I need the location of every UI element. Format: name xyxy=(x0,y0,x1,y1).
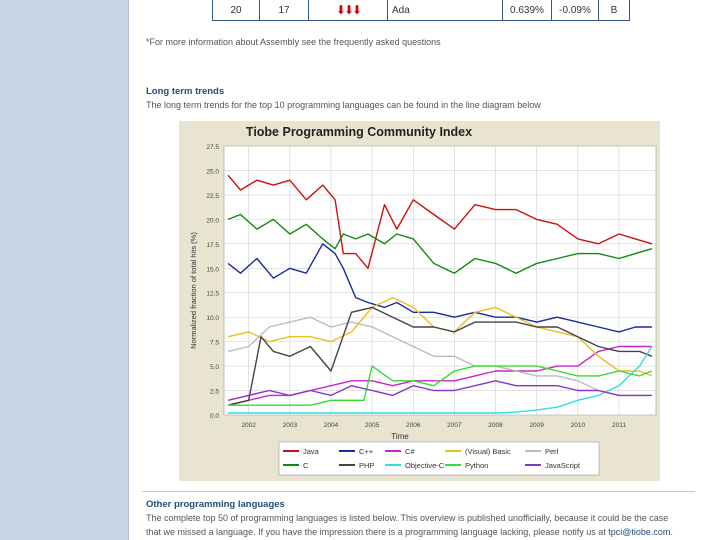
x-tick-label: 2008 xyxy=(488,422,503,429)
page-background xyxy=(38,0,128,540)
tpci-email-link[interactable]: tpci@tiobe.com xyxy=(608,527,671,537)
x-tick-label: 2006 xyxy=(406,422,421,429)
tiobe-chart: Tiobe Programming Community Index 0.0 2.5 5… xyxy=(179,121,660,481)
tiobe-line-chart: Tiobe Programming Community Index 0.0 2.5 5… xyxy=(189,125,657,476)
legend-label: C++ xyxy=(359,447,374,456)
assembly-note: *For more information about Assembly see… xyxy=(146,37,441,47)
x-tick-label: 2004 xyxy=(324,422,339,429)
x-tick-label: 2007 xyxy=(447,422,462,429)
trend-down-arrows-icon: ⬇⬇⬇ xyxy=(309,0,388,20)
x-tick-label: 2005 xyxy=(365,422,380,429)
series-line-javascript xyxy=(227,380,652,401)
other-languages-text-line2-suffix: . xyxy=(670,527,673,537)
series-line-c xyxy=(227,243,652,333)
status-cell: B xyxy=(610,4,618,16)
chart-title: Tiobe Programming Community Index xyxy=(246,125,472,139)
rank-2010-cell: 17 xyxy=(260,0,309,20)
window-left-edge xyxy=(0,0,39,540)
legend-label: JavaScript xyxy=(545,461,581,470)
x-tick-label: 2002 xyxy=(241,422,256,429)
x-axis-label: Time xyxy=(391,432,409,441)
legend-label: Objective-C xyxy=(405,461,445,470)
other-languages-text-line2: that we missed a language. If you have t… xyxy=(146,527,673,537)
x-tick-label: 2003 xyxy=(283,422,298,429)
other-languages-text-line2-prefix: that we missed a language. If you have t… xyxy=(146,527,609,537)
y-tick-label: 10.0 xyxy=(206,315,219,322)
ranking-table-row: 20 17 ⬇⬇⬇ Ada 0.639% -0.09% B xyxy=(212,0,630,21)
y-tick-label: 22.5 xyxy=(206,193,219,200)
y-tick-label: 7.5 xyxy=(210,340,219,347)
y-tick-label: 2.5 xyxy=(210,389,219,396)
series-line-python xyxy=(228,365,653,406)
other-languages-heading: Other programming languages xyxy=(146,499,285,510)
plot-area xyxy=(223,145,657,416)
legend-label: Perl xyxy=(545,447,559,456)
y-tick-label: 5.0 xyxy=(210,364,219,371)
language-cell: Ada xyxy=(388,0,503,20)
series-line-java xyxy=(227,174,653,270)
y-tick-label: 20.0 xyxy=(206,217,219,224)
series-line-objective-c xyxy=(228,346,653,414)
legend-label: C# xyxy=(405,447,415,456)
legend-label: C xyxy=(303,461,309,470)
y-tick-label: 12.5 xyxy=(206,291,219,298)
x-tick-label: 2009 xyxy=(529,422,544,429)
other-languages-text-line1: The complete top 50 of programming langu… xyxy=(146,513,669,523)
y-tick-label: 17.5 xyxy=(206,242,219,249)
long-term-trends-heading: Long term trends xyxy=(146,86,225,97)
x-tick-label: 2011 xyxy=(612,422,626,429)
delta-cell: -0.09% xyxy=(552,0,599,20)
legend-label: (Visual) Basic xyxy=(465,447,511,456)
y-tick-label: 27.5 xyxy=(206,144,219,151)
y-tick-label: 15.0 xyxy=(206,266,219,273)
y-tick-label: 25.0 xyxy=(206,168,219,175)
series-line-c xyxy=(227,213,653,274)
x-tick-label: 2010 xyxy=(571,422,586,429)
series-line-perl xyxy=(227,316,652,397)
rank-2011-cell: 20 xyxy=(213,0,260,20)
y-tick-label: 0.0 xyxy=(210,413,219,420)
legend-label: PHP xyxy=(359,461,374,470)
legend-label: Python xyxy=(465,461,488,470)
series-line-php xyxy=(227,306,653,406)
rating-cell: 0.639% xyxy=(503,0,552,20)
legend-label: Java xyxy=(303,447,320,456)
y-axis-label: Normalized fraction of total hits (%) xyxy=(189,232,198,349)
legend-box xyxy=(278,441,600,476)
section-divider xyxy=(142,491,695,492)
long-term-trends-text: The long term trends for the top 10 prog… xyxy=(146,100,541,110)
